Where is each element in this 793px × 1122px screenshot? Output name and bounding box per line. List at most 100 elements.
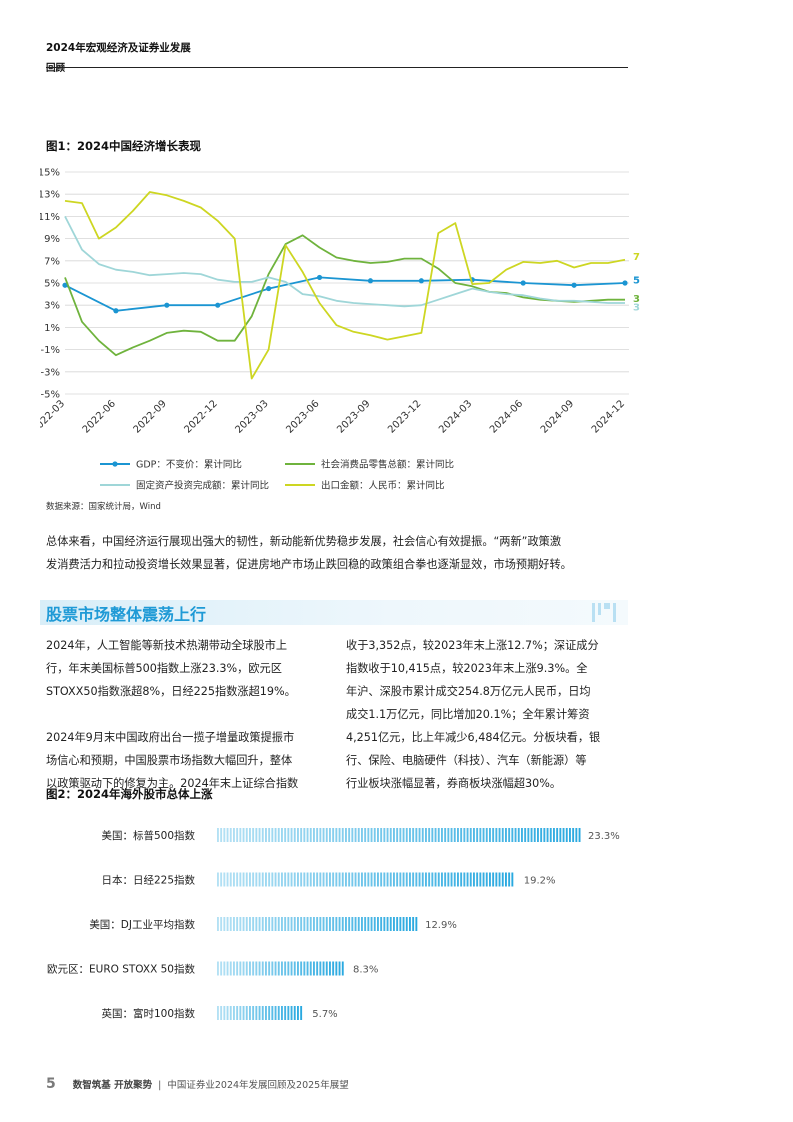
bar-stripe bbox=[351, 917, 354, 931]
bar-stripe bbox=[469, 872, 472, 887]
bar-stripe bbox=[457, 828, 459, 842]
bar-stripe bbox=[226, 917, 229, 931]
left-column-text: 2024年，人工智能等新技术热潮带动全球股市上 行，年末美国标普500指数上涨2… bbox=[46, 634, 336, 795]
bar-stripe bbox=[265, 1006, 267, 1020]
bar-stripe bbox=[261, 1006, 264, 1020]
x-tick-label: 2022-09 bbox=[132, 398, 169, 435]
bar-stripe bbox=[233, 917, 235, 931]
bar-stripe bbox=[217, 872, 219, 887]
bar-stripe bbox=[377, 872, 379, 887]
bar-stripe bbox=[226, 828, 229, 842]
series-line bbox=[64, 191, 626, 380]
right-column-text: 收于3,352点，较2023年末上涨12.7%；深证成分 指数收于10,415点… bbox=[346, 634, 636, 795]
legend-label: 固定资产投资完成额：累计同比 bbox=[136, 480, 269, 492]
y-tick-label: 15% bbox=[40, 168, 60, 179]
bar-stripe bbox=[274, 1006, 277, 1020]
data-point bbox=[113, 308, 119, 314]
section-title: 股票市场整体震荡上行 bbox=[46, 605, 207, 624]
bar-stripe bbox=[338, 917, 341, 931]
y-tick-label: 9% bbox=[44, 234, 60, 245]
bar-stripe bbox=[489, 828, 491, 842]
bar-stripe bbox=[316, 917, 319, 931]
bar-stripe bbox=[319, 828, 322, 842]
bar-stripe bbox=[252, 828, 255, 842]
x-tick-label: 2024-09 bbox=[539, 398, 576, 435]
legend-label: GDP：不变价：累计同比 bbox=[136, 459, 242, 471]
bar-stripe bbox=[274, 917, 277, 931]
bar-stripe bbox=[453, 828, 456, 842]
bar-stripe bbox=[412, 872, 415, 887]
bar-stripe bbox=[332, 828, 335, 842]
bar-stripe bbox=[345, 872, 347, 887]
data-point bbox=[62, 282, 68, 288]
bar-stripe bbox=[236, 1006, 239, 1020]
bar-stripe bbox=[354, 917, 357, 931]
bar-stripe bbox=[476, 872, 479, 887]
y-tick-label: 3% bbox=[44, 301, 60, 312]
bar-stripe bbox=[332, 872, 335, 887]
bar-stripe bbox=[303, 872, 306, 887]
bar-stripe bbox=[277, 961, 280, 976]
bar-stripe bbox=[242, 1006, 245, 1020]
bar-stripe bbox=[543, 828, 546, 842]
x-tick-label: 2023-09 bbox=[335, 398, 372, 435]
bar-stripe bbox=[367, 872, 370, 887]
bar-stripe bbox=[498, 828, 501, 842]
bar-stripe bbox=[444, 828, 447, 842]
bar-stripe bbox=[239, 872, 242, 887]
bar-stripe bbox=[332, 961, 335, 976]
bar-stripe bbox=[377, 917, 379, 931]
bar-stripe bbox=[239, 1006, 242, 1020]
overseas-markets-bar-chart: 美国：标普500指数 23.3% 日本：日经225指数 19.2% 美国：DJ工业平均指… bbox=[47, 828, 620, 1020]
bar-stripe bbox=[249, 1006, 251, 1020]
bar-stripe bbox=[370, 828, 373, 842]
bar-stripe bbox=[418, 828, 421, 842]
bar-stripe bbox=[396, 917, 399, 931]
bar-stripe bbox=[409, 828, 411, 842]
series-end-label: 3.5% bbox=[633, 294, 640, 305]
bar-stripe bbox=[447, 872, 450, 887]
bar-stripe bbox=[357, 828, 360, 842]
bar-stripe bbox=[521, 828, 523, 842]
left-line: STOXX50指数涨超8%，日经225指数涨超19%。 bbox=[46, 685, 296, 698]
bar-stripe bbox=[453, 872, 456, 887]
bar-stripe bbox=[415, 872, 418, 887]
bar-stripe bbox=[322, 828, 325, 842]
bar-stripe bbox=[428, 828, 431, 842]
bar-stripe bbox=[268, 828, 271, 842]
bar-stripe bbox=[492, 872, 495, 887]
right-line: 行业板块涨幅显著，券商板块涨幅超30%。 bbox=[346, 777, 562, 790]
x-tick-label: 2023-06 bbox=[284, 398, 321, 435]
bar-stripe bbox=[236, 961, 239, 976]
bar-stripe bbox=[281, 917, 283, 931]
bar-stripe bbox=[313, 872, 315, 887]
bar-stripe bbox=[261, 872, 264, 887]
bar-stripe bbox=[313, 828, 315, 842]
bar-stripe bbox=[348, 828, 351, 842]
bar-stripe bbox=[370, 872, 373, 887]
x-tick-label: 2022-03 bbox=[40, 398, 67, 435]
bar-stripe bbox=[425, 828, 427, 842]
bar-stripe bbox=[447, 828, 450, 842]
bar-stripe bbox=[377, 828, 379, 842]
bar-stripe bbox=[357, 917, 360, 931]
bar-stripe bbox=[373, 828, 376, 842]
bar-stripe bbox=[268, 961, 271, 976]
bar-stripe bbox=[380, 917, 383, 931]
bar-stripe bbox=[329, 828, 331, 842]
bar-stripe bbox=[370, 917, 373, 931]
bar-stripe bbox=[271, 961, 274, 976]
bar-stripe bbox=[361, 828, 363, 842]
bar-stripe bbox=[562, 828, 565, 842]
bar-stripe bbox=[220, 872, 223, 887]
bar-stripe bbox=[514, 828, 517, 842]
bar-stripe bbox=[402, 872, 405, 887]
bar-stripe bbox=[271, 828, 274, 842]
bar-stripe bbox=[303, 828, 306, 842]
bar-stripe bbox=[245, 917, 248, 931]
bar-stripe bbox=[274, 828, 277, 842]
bar-stripe bbox=[258, 828, 261, 842]
bar-stripe bbox=[569, 828, 571, 842]
right-line: 指数收于10,415点，较2023年末上涨9.3%。全 bbox=[346, 662, 588, 675]
y-tick-label: 7% bbox=[44, 256, 60, 267]
